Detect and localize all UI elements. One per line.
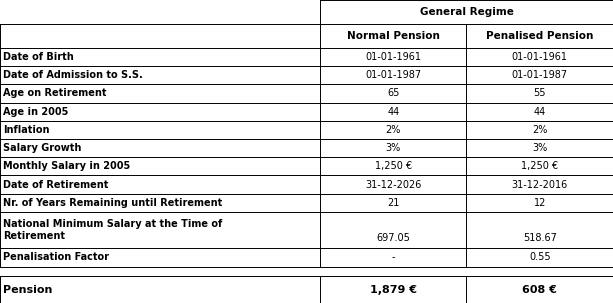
Text: General Regime: General Regime — [419, 7, 514, 17]
Text: 1,879 €: 1,879 € — [370, 285, 417, 295]
Text: 3%: 3% — [386, 143, 401, 153]
Text: 01-01-1961: 01-01-1961 — [512, 52, 568, 62]
Text: Penalisation Factor: Penalisation Factor — [3, 252, 109, 262]
Text: 608 €: 608 € — [522, 285, 557, 295]
Text: 44: 44 — [387, 107, 399, 117]
Text: -: - — [392, 252, 395, 262]
Text: 44: 44 — [534, 107, 546, 117]
Text: 31-12-2016: 31-12-2016 — [512, 180, 568, 190]
Text: 65: 65 — [387, 88, 400, 98]
Text: Monthly Salary in 2005: Monthly Salary in 2005 — [3, 161, 131, 171]
Text: Age in 2005: Age in 2005 — [3, 107, 69, 117]
Text: Date of Retirement: Date of Retirement — [3, 180, 109, 190]
Text: 518.67: 518.67 — [523, 233, 557, 243]
Text: 697.05: 697.05 — [376, 233, 410, 243]
Text: Date of Birth: Date of Birth — [3, 52, 74, 62]
Text: 0.55: 0.55 — [529, 252, 550, 262]
Text: 12: 12 — [533, 198, 546, 208]
Text: 2%: 2% — [386, 125, 401, 135]
Text: Normal Pension: Normal Pension — [347, 31, 440, 41]
Text: Salary Growth: Salary Growth — [3, 143, 82, 153]
Text: Pension: Pension — [3, 285, 53, 295]
Text: Age on Retirement: Age on Retirement — [3, 88, 107, 98]
Text: Inflation: Inflation — [3, 125, 50, 135]
Text: Penalised Pension: Penalised Pension — [486, 31, 593, 41]
Text: Date of Admission to S.S.: Date of Admission to S.S. — [3, 70, 143, 80]
Text: 1,250 €: 1,250 € — [521, 161, 558, 171]
Text: 1,250 €: 1,250 € — [375, 161, 412, 171]
Text: 2%: 2% — [532, 125, 547, 135]
Text: 01-01-1961: 01-01-1961 — [365, 52, 421, 62]
Text: 21: 21 — [387, 198, 400, 208]
Text: 01-01-1987: 01-01-1987 — [512, 70, 568, 80]
Text: 55: 55 — [533, 88, 546, 98]
Text: National Minimum Salary at the Time of
Retirement: National Minimum Salary at the Time of R… — [3, 219, 223, 241]
Text: 31-12-2026: 31-12-2026 — [365, 180, 421, 190]
Text: Nr. of Years Remaining until Retirement: Nr. of Years Remaining until Retirement — [3, 198, 223, 208]
Text: 3%: 3% — [532, 143, 547, 153]
Text: 01-01-1987: 01-01-1987 — [365, 70, 421, 80]
